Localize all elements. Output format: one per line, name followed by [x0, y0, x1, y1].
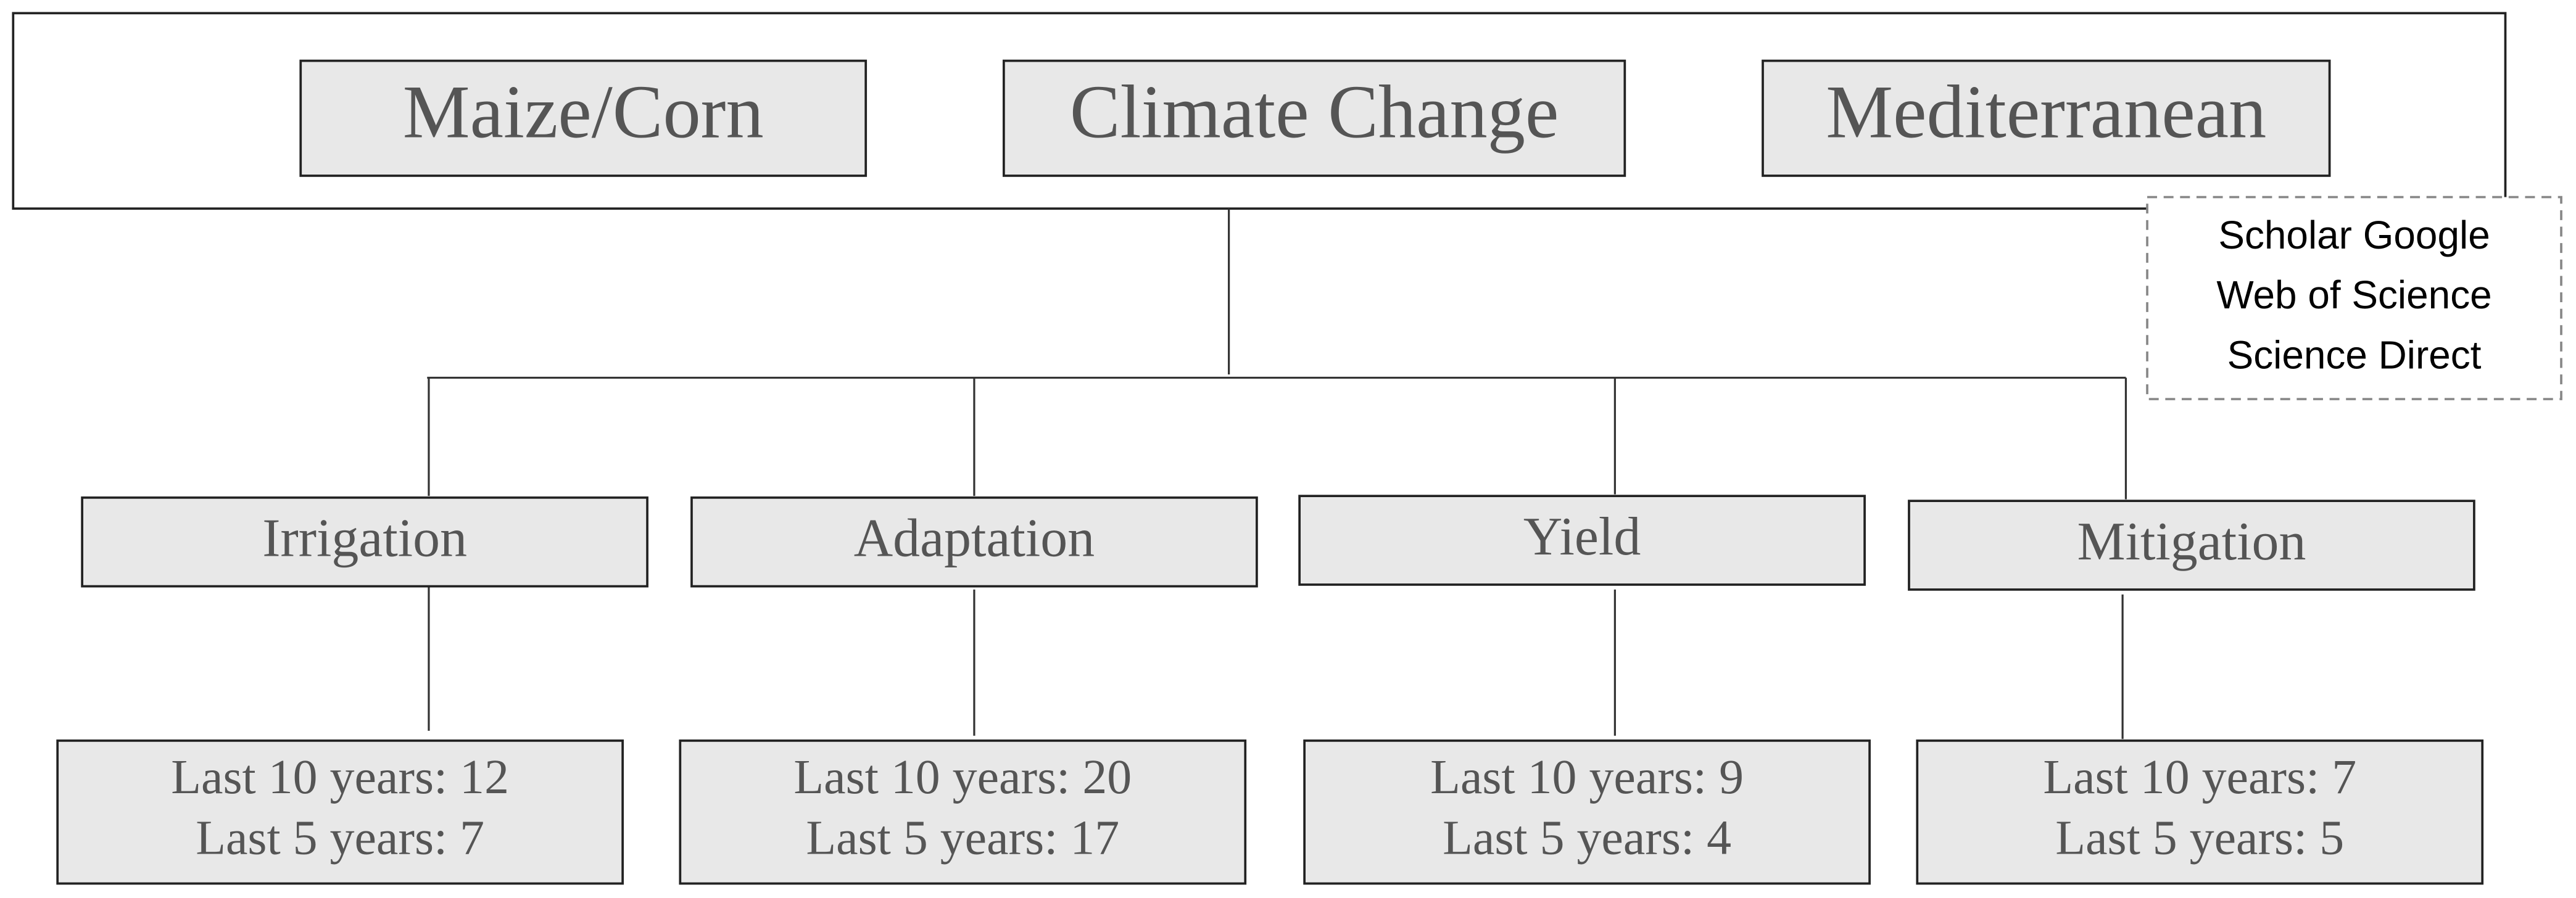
count: Last 5 years: 5: [2055, 810, 2344, 865]
database: Scholar Google: [2218, 213, 2490, 257]
count: Last 5 years: 17: [806, 810, 1119, 865]
topic: Mitigation: [2077, 512, 2306, 572]
topic: Adaptation: [854, 509, 1095, 569]
keyword: Climate Change: [1070, 71, 1559, 154]
keyword-box: [299, 59, 868, 177]
topic: Yield: [1523, 507, 1641, 567]
content: Maize/Corn Climate Change Mediterranean Sch…: [56, 59, 2492, 885]
topic-box: [690, 496, 1258, 588]
topic-box: [81, 496, 648, 588]
topic-box: [1908, 500, 2475, 591]
keyword-box: [1003, 59, 1626, 177]
count: Last 5 years: 7: [196, 810, 484, 865]
database: Web of Science: [2216, 273, 2491, 317]
keyword: Maize/Corn: [403, 71, 764, 154]
keyword-box: [1762, 59, 2331, 177]
count: Last 10 years: 12: [171, 750, 509, 804]
count-box: [1303, 739, 1871, 885]
keyword: Mediterranean: [1826, 71, 2266, 154]
database: Science Direct: [2227, 332, 2482, 377]
count: Last 10 years: 7: [2043, 750, 2356, 804]
count-box: [56, 739, 624, 885]
count: Last 5 years: 4: [1443, 810, 1731, 865]
database-frame: [2146, 196, 2562, 400]
count: Last 10 years: 9: [1430, 750, 1744, 804]
count-box: [679, 739, 1247, 885]
count: Last 10 years: 20: [793, 750, 1132, 804]
count-box: [1916, 739, 2484, 885]
topic: Irrigation: [262, 509, 467, 569]
topic-box: [1298, 495, 1866, 586]
